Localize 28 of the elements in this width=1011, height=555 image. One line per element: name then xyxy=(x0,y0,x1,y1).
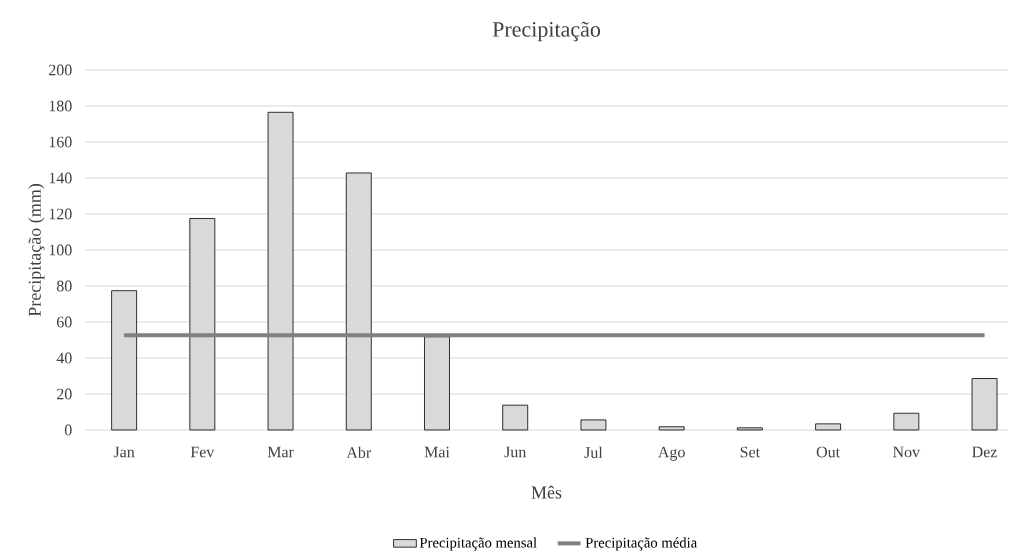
y-tick-label: 20 xyxy=(57,388,72,400)
x-tick-label: Nov xyxy=(893,446,921,458)
y-tick-label: 200 xyxy=(49,64,72,76)
x-tick-label: Abr xyxy=(346,446,372,458)
y-axis-title: Precipitação (mm) xyxy=(28,184,45,317)
y-tick-label: 160 xyxy=(49,136,72,148)
legend-label: Precipitação média xyxy=(585,537,697,551)
y-tick-label: 100 xyxy=(49,244,72,256)
x-axis-title: Mês xyxy=(531,485,562,499)
chart-title: Precipitação xyxy=(492,21,601,42)
y-tick-label: 0 xyxy=(64,424,72,436)
y-tick-label: 80 xyxy=(56,280,72,292)
y-tick-label: 60 xyxy=(56,316,72,328)
x-tick-label: Set xyxy=(740,446,760,458)
x-tick-label: Ago xyxy=(658,446,685,461)
x-tick-label: Jan xyxy=(113,446,135,458)
y-tick-label: 140 xyxy=(49,172,72,184)
x-tick-label: Mai xyxy=(424,446,450,458)
legend-label: Precipitação mensal xyxy=(419,537,537,551)
y-tick-label: 40 xyxy=(56,352,72,364)
y-tick-label: 180 xyxy=(49,100,72,112)
x-tick-label: Mar xyxy=(267,446,294,458)
x-tick-label: Jun xyxy=(504,446,527,458)
x-tick-label: Out xyxy=(816,446,840,458)
y-tick-label: 120 xyxy=(49,208,72,220)
x-tick-label: Fev xyxy=(190,446,215,458)
x-tick-label: Dez xyxy=(972,446,997,458)
x-tick-label: Jul xyxy=(584,446,603,458)
